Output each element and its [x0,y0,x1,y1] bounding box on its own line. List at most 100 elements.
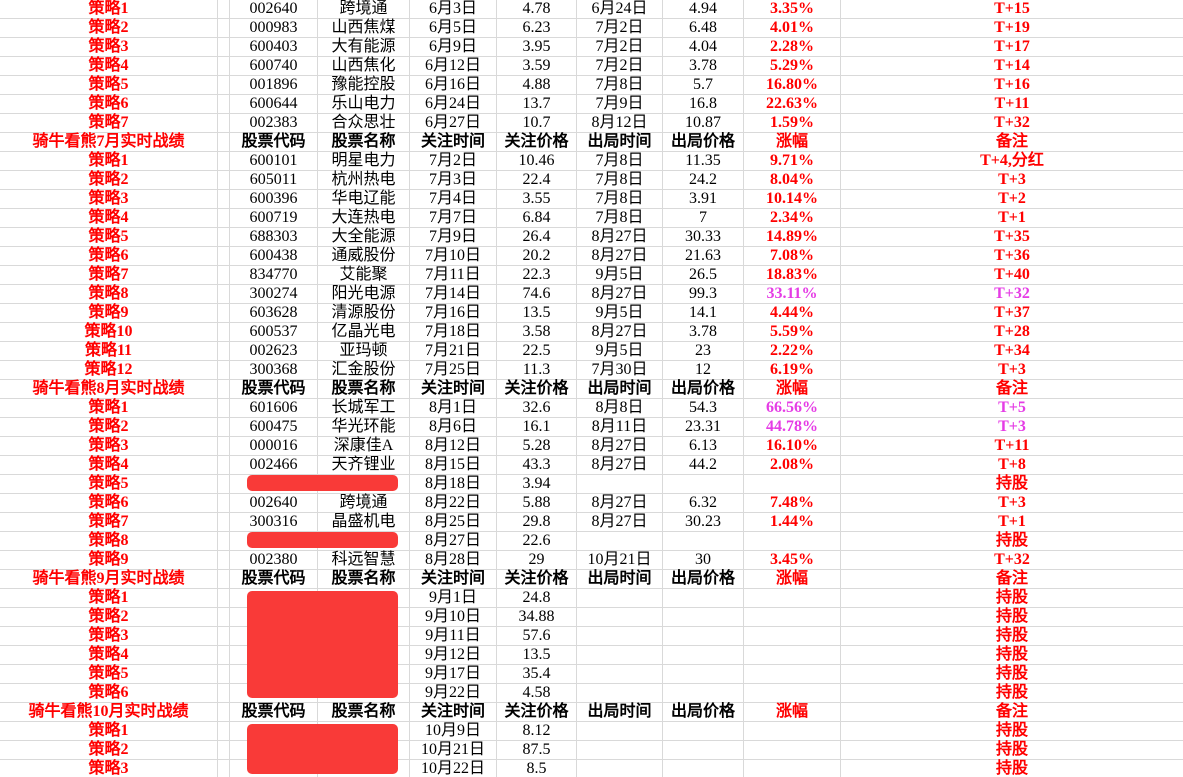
strategy-label-cell[interactable]: 策略2 [0,608,218,627]
note-cell[interactable]: T+36 [841,247,1183,266]
column-header-stock-name[interactable]: 股票名称 [318,380,410,399]
watch-price-cell[interactable]: 22.4 [497,171,577,190]
change-pct-cell[interactable] [744,684,841,703]
watch-date-cell[interactable]: 9月10日 [410,608,497,627]
stock-code-cell[interactable]: 600396 [230,190,318,209]
change-pct-cell[interactable]: 33.11% [744,285,841,304]
stock-name-cell[interactable] [318,475,410,494]
column-header-watch-date[interactable]: 关注时间 [410,380,497,399]
change-pct-cell[interactable] [744,608,841,627]
change-pct-cell[interactable]: 2.22% [744,342,841,361]
exit-date-cell[interactable] [577,627,663,646]
exit-price-cell[interactable]: 23.31 [663,418,744,437]
note-cell[interactable]: T+3 [841,361,1183,380]
exit-date-cell[interactable]: 9月5日 [577,304,663,323]
strategy-label-cell[interactable]: 策略4 [0,456,218,475]
watch-price-cell[interactable]: 35.4 [497,665,577,684]
stock-name-cell[interactable]: 亿晶光电 [318,323,410,342]
exit-date-cell[interactable] [577,684,663,703]
spacer-cell[interactable] [218,532,230,551]
note-cell[interactable]: 持股 [841,589,1183,608]
watch-date-cell[interactable]: 10月22日 [410,760,497,777]
watch-date-cell[interactable]: 7月9日 [410,228,497,247]
watch-price-cell[interactable]: 3.95 [497,38,577,57]
exit-price-cell[interactable]: 44.2 [663,456,744,475]
stock-name-cell[interactable]: 天齐锂业 [318,456,410,475]
note-cell[interactable]: T+8 [841,456,1183,475]
exit-price-cell[interactable]: 14.1 [663,304,744,323]
change-pct-cell[interactable]: 10.14% [744,190,841,209]
note-cell[interactable]: 持股 [841,646,1183,665]
column-header-exit-price[interactable]: 出局价格 [663,133,744,152]
change-pct-cell[interactable] [744,646,841,665]
spacer-cell[interactable] [218,570,230,589]
exit-price-cell[interactable]: 6.48 [663,19,744,38]
change-pct-cell[interactable]: 16.80% [744,76,841,95]
change-pct-cell[interactable]: 7.08% [744,247,841,266]
exit-price-cell[interactable] [663,684,744,703]
watch-price-cell[interactable]: 13.7 [497,95,577,114]
note-cell[interactable]: T+11 [841,95,1183,114]
watch-date-cell[interactable]: 9月11日 [410,627,497,646]
stock-code-cell[interactable]: 688303 [230,228,318,247]
watch-date-cell[interactable]: 7月18日 [410,323,497,342]
note-cell[interactable]: T+19 [841,19,1183,38]
watch-price-cell[interactable]: 29 [497,551,577,570]
column-header-exit-price[interactable]: 出局价格 [663,570,744,589]
stock-code-cell[interactable]: 601606 [230,399,318,418]
stock-code-cell[interactable]: 002466 [230,456,318,475]
spacer-cell[interactable] [218,684,230,703]
stock-code-cell[interactable]: 600719 [230,209,318,228]
exit-date-cell[interactable]: 7月2日 [577,38,663,57]
watch-price-cell[interactable]: 8.5 [497,760,577,777]
change-pct-cell[interactable]: 4.44% [744,304,841,323]
note-cell[interactable]: T+14 [841,57,1183,76]
strategy-label-cell[interactable]: 策略2 [0,418,218,437]
exit-date-cell[interactable]: 8月27日 [577,437,663,456]
stock-name-cell[interactable]: 亚玛顿 [318,342,410,361]
watch-date-cell[interactable]: 8月27日 [410,532,497,551]
strategy-label-cell[interactable]: 策略5 [0,665,218,684]
watch-date-cell[interactable]: 6月3日 [410,0,497,19]
exit-price-cell[interactable] [663,760,744,777]
stock-name-cell[interactable]: 深康佳A [318,437,410,456]
strategy-label-cell[interactable]: 策略3 [0,437,218,456]
exit-date-cell[interactable]: 8月27日 [577,494,663,513]
strategy-label-cell[interactable]: 策略6 [0,95,218,114]
watch-price-cell[interactable]: 11.3 [497,361,577,380]
exit-date-cell[interactable]: 8月27日 [577,513,663,532]
exit-price-cell[interactable]: 30.23 [663,513,744,532]
watch-date-cell[interactable]: 8月6日 [410,418,497,437]
spacer-cell[interactable] [218,19,230,38]
stock-code-cell[interactable]: 002640 [230,0,318,19]
watch-date-cell[interactable]: 9月17日 [410,665,497,684]
watch-date-cell[interactable]: 8月28日 [410,551,497,570]
strategy-label-cell[interactable]: 策略6 [0,494,218,513]
change-pct-cell[interactable]: 44.78% [744,418,841,437]
stock-name-cell[interactable]: 华电辽能 [318,190,410,209]
exit-price-cell[interactable] [663,741,744,760]
exit-price-cell[interactable]: 12 [663,361,744,380]
column-header-watch-price[interactable]: 关注价格 [497,570,577,589]
watch-price-cell[interactable]: 43.3 [497,456,577,475]
column-header-change-pct[interactable]: 涨幅 [744,380,841,399]
column-header-exit-price[interactable]: 出局价格 [663,380,744,399]
watch-price-cell[interactable]: 3.58 [497,323,577,342]
spacer-cell[interactable] [218,646,230,665]
watch-date-cell[interactable]: 6月27日 [410,114,497,133]
change-pct-cell[interactable]: 1.44% [744,513,841,532]
exit-date-cell[interactable]: 8月11日 [577,418,663,437]
watch-date-cell[interactable]: 8月25日 [410,513,497,532]
strategy-label-cell[interactable]: 策略12 [0,361,218,380]
exit-price-cell[interactable]: 11.35 [663,152,744,171]
note-cell[interactable]: 持股 [841,741,1183,760]
watch-price-cell[interactable]: 10.46 [497,152,577,171]
spacer-cell[interactable] [218,57,230,76]
stock-code-cell[interactable]: 000016 [230,437,318,456]
section-title-cell[interactable]: 骑牛看熊9月实时战绩 [0,570,218,589]
exit-date-cell[interactable]: 7月9日 [577,95,663,114]
change-pct-cell[interactable]: 2.08% [744,456,841,475]
stock-name-cell[interactable]: 长城军工 [318,399,410,418]
watch-date-cell[interactable]: 8月1日 [410,399,497,418]
column-header-stock-code[interactable]: 股票代码 [230,570,318,589]
